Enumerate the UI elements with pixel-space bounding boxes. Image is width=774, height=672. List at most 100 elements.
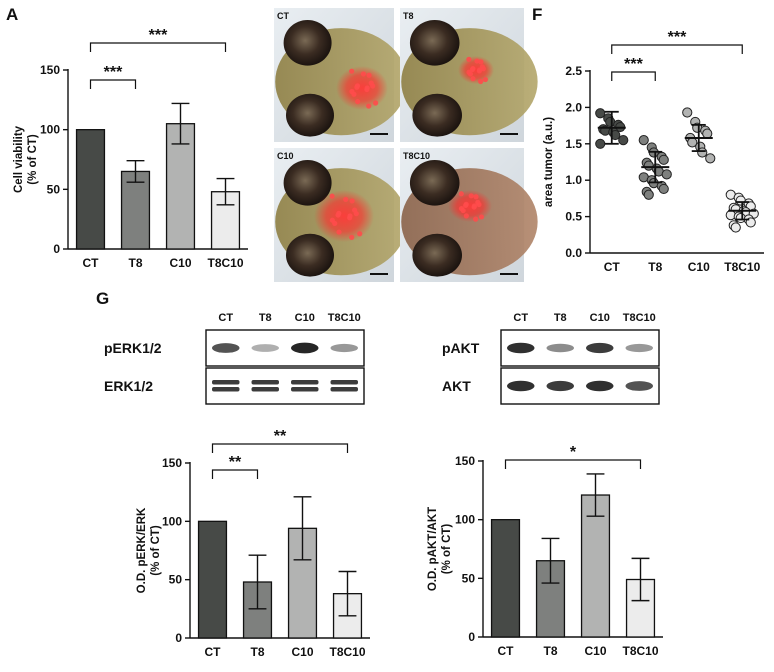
- x-tick-label: C10: [688, 260, 710, 274]
- blot-band: [586, 342, 614, 354]
- blot-band: [546, 343, 574, 353]
- significance-label: ***: [624, 56, 643, 73]
- blot-band: [251, 344, 279, 352]
- protein-label: pAKT: [442, 340, 480, 356]
- tumor-cell: [364, 86, 370, 93]
- tumor-cell: [478, 214, 485, 220]
- data-point: [638, 135, 649, 146]
- significance-bracket: [211, 469, 259, 479]
- y-axis-label: area tumor (a.u.): [543, 117, 555, 207]
- significance-bracket: [89, 79, 137, 89]
- blot-band: [330, 387, 358, 392]
- y-tick-label: 150: [455, 454, 475, 468]
- fish-eye-top: [283, 20, 332, 66]
- y-axis-label: O.D. pAKT/AKT: [427, 507, 439, 591]
- tumor-cell: [476, 68, 482, 74]
- y-axis-label: (% of CT): [150, 525, 162, 576]
- x-tick-label: T8: [543, 644, 557, 658]
- x-tick-label: C10: [291, 645, 313, 659]
- tumor-cell: [343, 196, 349, 203]
- tumor-cell: [353, 211, 359, 217]
- tumor-cell: [476, 201, 482, 208]
- zebrafish-image-t8c10: T8C10: [400, 148, 538, 282]
- image-label: CT: [277, 11, 289, 21]
- significance-bracket: [89, 42, 227, 52]
- tumor-cell: [366, 103, 372, 109]
- x-tick-label: CT: [498, 644, 515, 658]
- blot-band: [625, 343, 653, 353]
- panel-letter-g: G: [96, 289, 109, 308]
- tumor-cell: [480, 66, 486, 72]
- blot-band: [330, 380, 358, 385]
- y-tick-label: 1.0: [565, 173, 582, 187]
- protein-label: pERK1/2: [104, 340, 162, 356]
- tumor-cell: [349, 88, 355, 95]
- tumor-cell: [373, 100, 379, 106]
- fish-eye-top: [409, 20, 460, 66]
- y-tick-label: 0: [175, 631, 182, 645]
- significance-label: **: [229, 454, 242, 471]
- y-axis-label: O.D. pERK/ERK: [136, 507, 148, 593]
- tumor-cell: [466, 56, 472, 62]
- blot-band: [251, 387, 279, 392]
- tumor-fluorescence: [336, 66, 388, 110]
- blot-band: [212, 380, 240, 385]
- tumor-cell: [463, 201, 469, 207]
- significance-label: ***: [149, 27, 168, 44]
- fish-eye-bottom: [412, 233, 463, 277]
- lane-label: T8C10: [623, 312, 656, 324]
- tumor-cell: [458, 205, 465, 212]
- blot-band: [507, 342, 535, 354]
- tumor-cell: [355, 98, 361, 105]
- image-label: T8: [403, 11, 414, 21]
- tumor-cell: [478, 59, 484, 65]
- blot-band: [212, 343, 240, 353]
- x-tick-label: CT: [205, 645, 222, 659]
- tumor-cell: [360, 71, 367, 77]
- data-point: [658, 183, 669, 195]
- y-tick-label: 50: [462, 571, 476, 585]
- lane-label: T8C10: [328, 312, 361, 324]
- tumor-cell: [349, 68, 355, 74]
- y-tick-label: 100: [162, 514, 182, 528]
- y-tick-label: 0: [468, 630, 475, 644]
- x-tick-label: CT: [604, 260, 621, 274]
- tumor-cell: [474, 58, 480, 64]
- tumor-cell: [471, 204, 477, 210]
- tumor-cell: [349, 198, 355, 204]
- lane-label: CT: [218, 312, 233, 324]
- blot-band: [330, 343, 358, 353]
- data-point: [730, 222, 741, 233]
- y-tick-label: 50: [47, 182, 61, 196]
- x-tick-label: T8C10: [207, 256, 243, 270]
- y-tick-label: 0.0: [565, 246, 582, 260]
- y-tick-label: 150: [162, 456, 182, 470]
- tumor-cell: [329, 217, 335, 223]
- y-tick-label: 2.5: [565, 64, 582, 78]
- tumor-cell: [347, 215, 353, 221]
- x-tick-label: T8: [128, 256, 142, 270]
- zebrafish-images: CT T8C10 T8C10: [274, 8, 538, 282]
- y-axis-label: Cell viability: [13, 125, 25, 193]
- data-point: [658, 154, 669, 165]
- tumor-area-chart: 0.00.51.01.52.02.5CT T8 C10 T8C10******area…: [543, 29, 764, 274]
- bar-ct: [197, 520, 228, 639]
- significance-bracket: [504, 459, 642, 469]
- bar-ct: [75, 129, 106, 250]
- data-point: [661, 169, 672, 180]
- data-point: [682, 107, 693, 118]
- significance-bracket: [211, 443, 349, 453]
- x-tick-label: T8: [250, 645, 264, 659]
- tumor-cell: [370, 83, 376, 89]
- zebrafish-image-ct: CT: [274, 8, 408, 142]
- protein-label: ERK1/2: [104, 378, 153, 394]
- fish-eye-top: [283, 160, 332, 206]
- blot-band: [586, 380, 614, 392]
- blot-band: [546, 380, 574, 392]
- blot-band: [212, 387, 240, 392]
- image-label: T8C10: [403, 151, 430, 161]
- y-axis-label: (% of CT): [27, 134, 39, 185]
